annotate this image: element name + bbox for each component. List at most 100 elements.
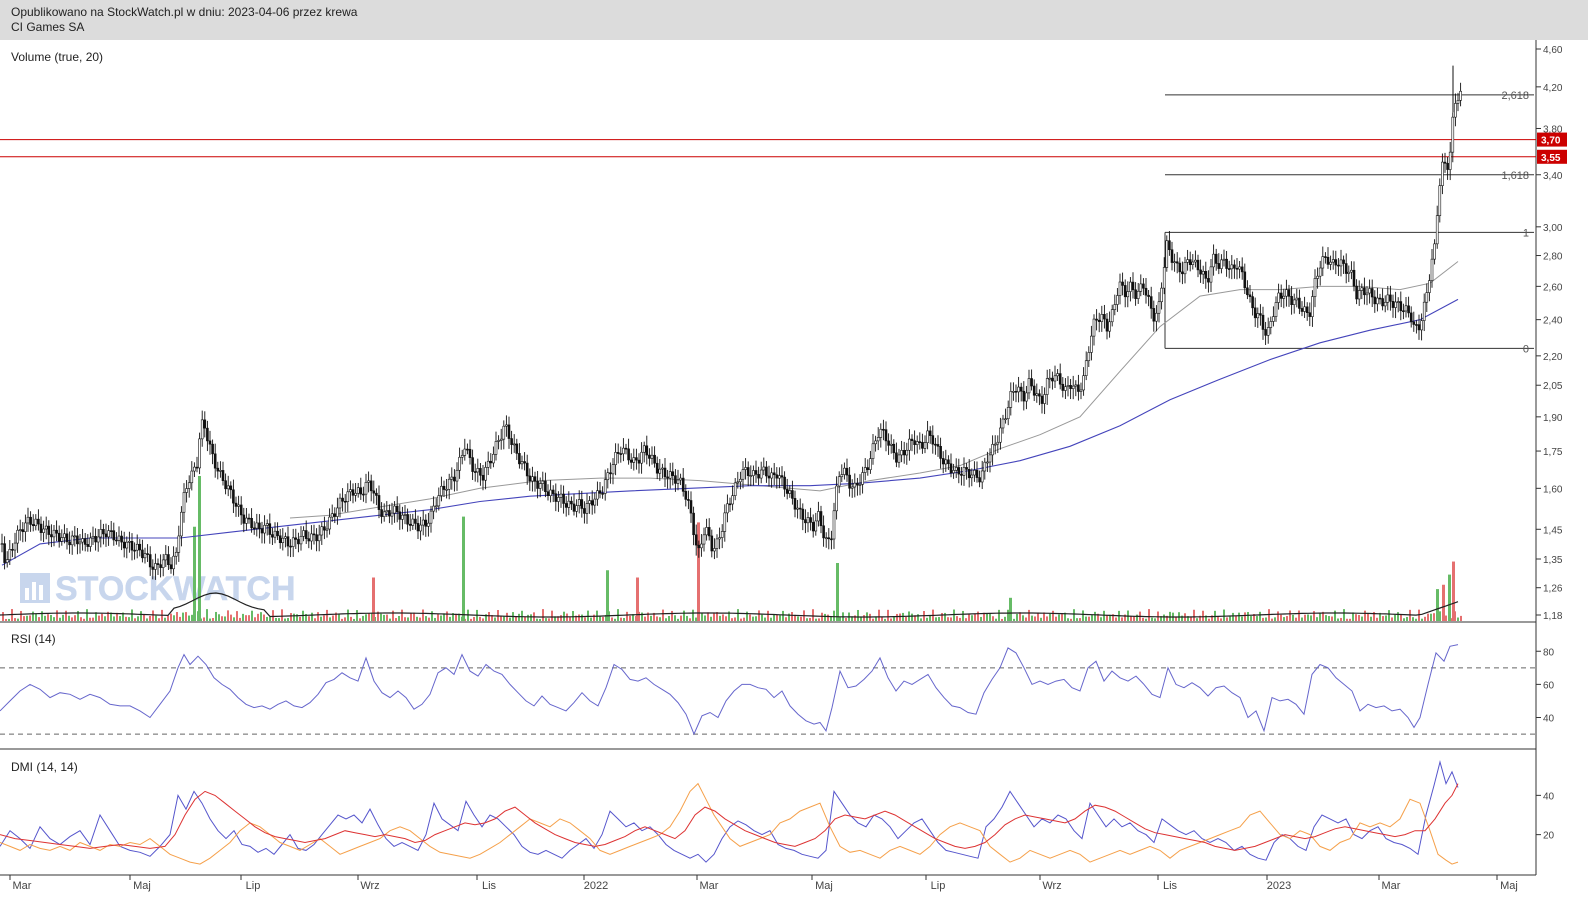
candle-body <box>1266 327 1270 336</box>
volume-bar <box>860 617 862 621</box>
volume-bar <box>254 617 256 621</box>
volume-bar <box>1088 616 1090 621</box>
volume-bar <box>806 618 808 621</box>
candle-body <box>159 564 162 568</box>
candle-body <box>575 505 578 512</box>
candle-body <box>1012 391 1015 393</box>
candle-body <box>1399 301 1403 312</box>
volume-bar <box>1310 615 1312 621</box>
candle-body <box>1142 283 1145 289</box>
candle-body <box>174 551 178 557</box>
volume-bar <box>1352 612 1354 621</box>
volume-bar <box>386 614 388 621</box>
candle-body <box>1123 285 1127 298</box>
candle-body <box>1196 259 1200 271</box>
volume-bar <box>647 612 649 621</box>
candle-body <box>463 448 467 456</box>
candle-body <box>908 438 911 451</box>
candle-body <box>1391 301 1395 308</box>
candle-body <box>1441 161 1444 186</box>
candle-body <box>297 539 300 545</box>
candle-body <box>752 470 755 476</box>
candle-body <box>1264 329 1267 336</box>
volume-bar <box>1037 612 1039 621</box>
volume-bar <box>875 617 877 621</box>
volume-bar <box>626 611 628 621</box>
volume-bar <box>2 612 4 621</box>
dmi-line-adx <box>0 783 1459 851</box>
volume-bar <box>29 615 31 621</box>
candle-body <box>1251 296 1254 309</box>
volume-bar <box>716 612 718 621</box>
volume-bar <box>77 611 79 621</box>
candle-body <box>1175 261 1179 264</box>
volume-bar <box>74 615 76 621</box>
candle-body <box>11 549 14 551</box>
candle-body <box>380 509 383 517</box>
volume-bar <box>539 618 541 621</box>
candle-body <box>1381 298 1384 307</box>
volume-bar <box>50 615 52 621</box>
candle-body <box>1108 321 1111 332</box>
volume-bar <box>380 613 382 621</box>
volume-bar <box>362 615 364 621</box>
volume-bar <box>314 618 316 621</box>
volume-bar <box>1163 614 1165 621</box>
volume-bar <box>581 614 583 621</box>
volume-bar <box>104 616 106 621</box>
volume-bar-spike <box>1436 589 1439 621</box>
candle-body <box>42 528 45 533</box>
candle-body <box>1272 316 1275 322</box>
candle-body <box>1178 262 1182 273</box>
candle-body <box>775 474 779 479</box>
volume-bar <box>899 613 901 621</box>
candle-body <box>224 480 227 490</box>
volume-bar <box>551 610 553 621</box>
volume-bar <box>452 613 454 621</box>
candle-body <box>679 477 682 481</box>
volume-bar <box>1160 616 1162 621</box>
axis-ticks: 4,60 4,20 3,80 3,40 3,00 2,80 2,60 2,40 2,20 2,05… <box>9 45 1563 892</box>
volume-bar <box>1241 616 1243 621</box>
volume-bar <box>1340 617 1342 621</box>
candle-body <box>481 474 485 481</box>
volume-bar <box>1427 613 1429 621</box>
candle-body <box>185 488 188 493</box>
volume-bar <box>419 617 421 621</box>
volume-bar <box>401 609 403 621</box>
candle-body <box>577 499 581 506</box>
candle-body <box>1056 373 1059 377</box>
month-tick-label: Maj <box>133 880 151 892</box>
volume-bar <box>1109 614 1111 621</box>
volume-bar <box>1046 616 1048 621</box>
volume-bar <box>1244 612 1246 621</box>
volume-bar <box>1325 615 1327 621</box>
volume-bar <box>311 612 313 621</box>
candle-body <box>375 492 378 496</box>
volume-bar <box>8 618 10 621</box>
candle-body <box>1326 256 1330 265</box>
volume-bar <box>1271 618 1273 621</box>
volume-bar <box>1382 616 1384 621</box>
volume-bar <box>758 610 760 621</box>
candle-body <box>421 519 425 526</box>
watermark-logo-icon <box>20 573 50 603</box>
candle-body <box>733 482 737 496</box>
volume-bar <box>761 614 763 621</box>
candle-body <box>1454 103 1457 118</box>
candle-body <box>585 503 589 514</box>
rsi-panel-label: RSI (14) <box>11 632 56 646</box>
volume-bar <box>491 614 493 621</box>
candle-body <box>840 474 844 478</box>
candle-body <box>164 554 168 561</box>
volume-bar <box>593 614 595 621</box>
volume-bar <box>830 616 832 621</box>
volume-bar <box>260 612 262 621</box>
candle-body <box>343 500 347 503</box>
volume-bar <box>944 612 946 621</box>
level-label-3,55: 3,55 <box>1541 153 1561 164</box>
candle-body <box>798 507 802 510</box>
volume-bar <box>143 614 145 621</box>
volume-bar-spike <box>193 526 196 621</box>
